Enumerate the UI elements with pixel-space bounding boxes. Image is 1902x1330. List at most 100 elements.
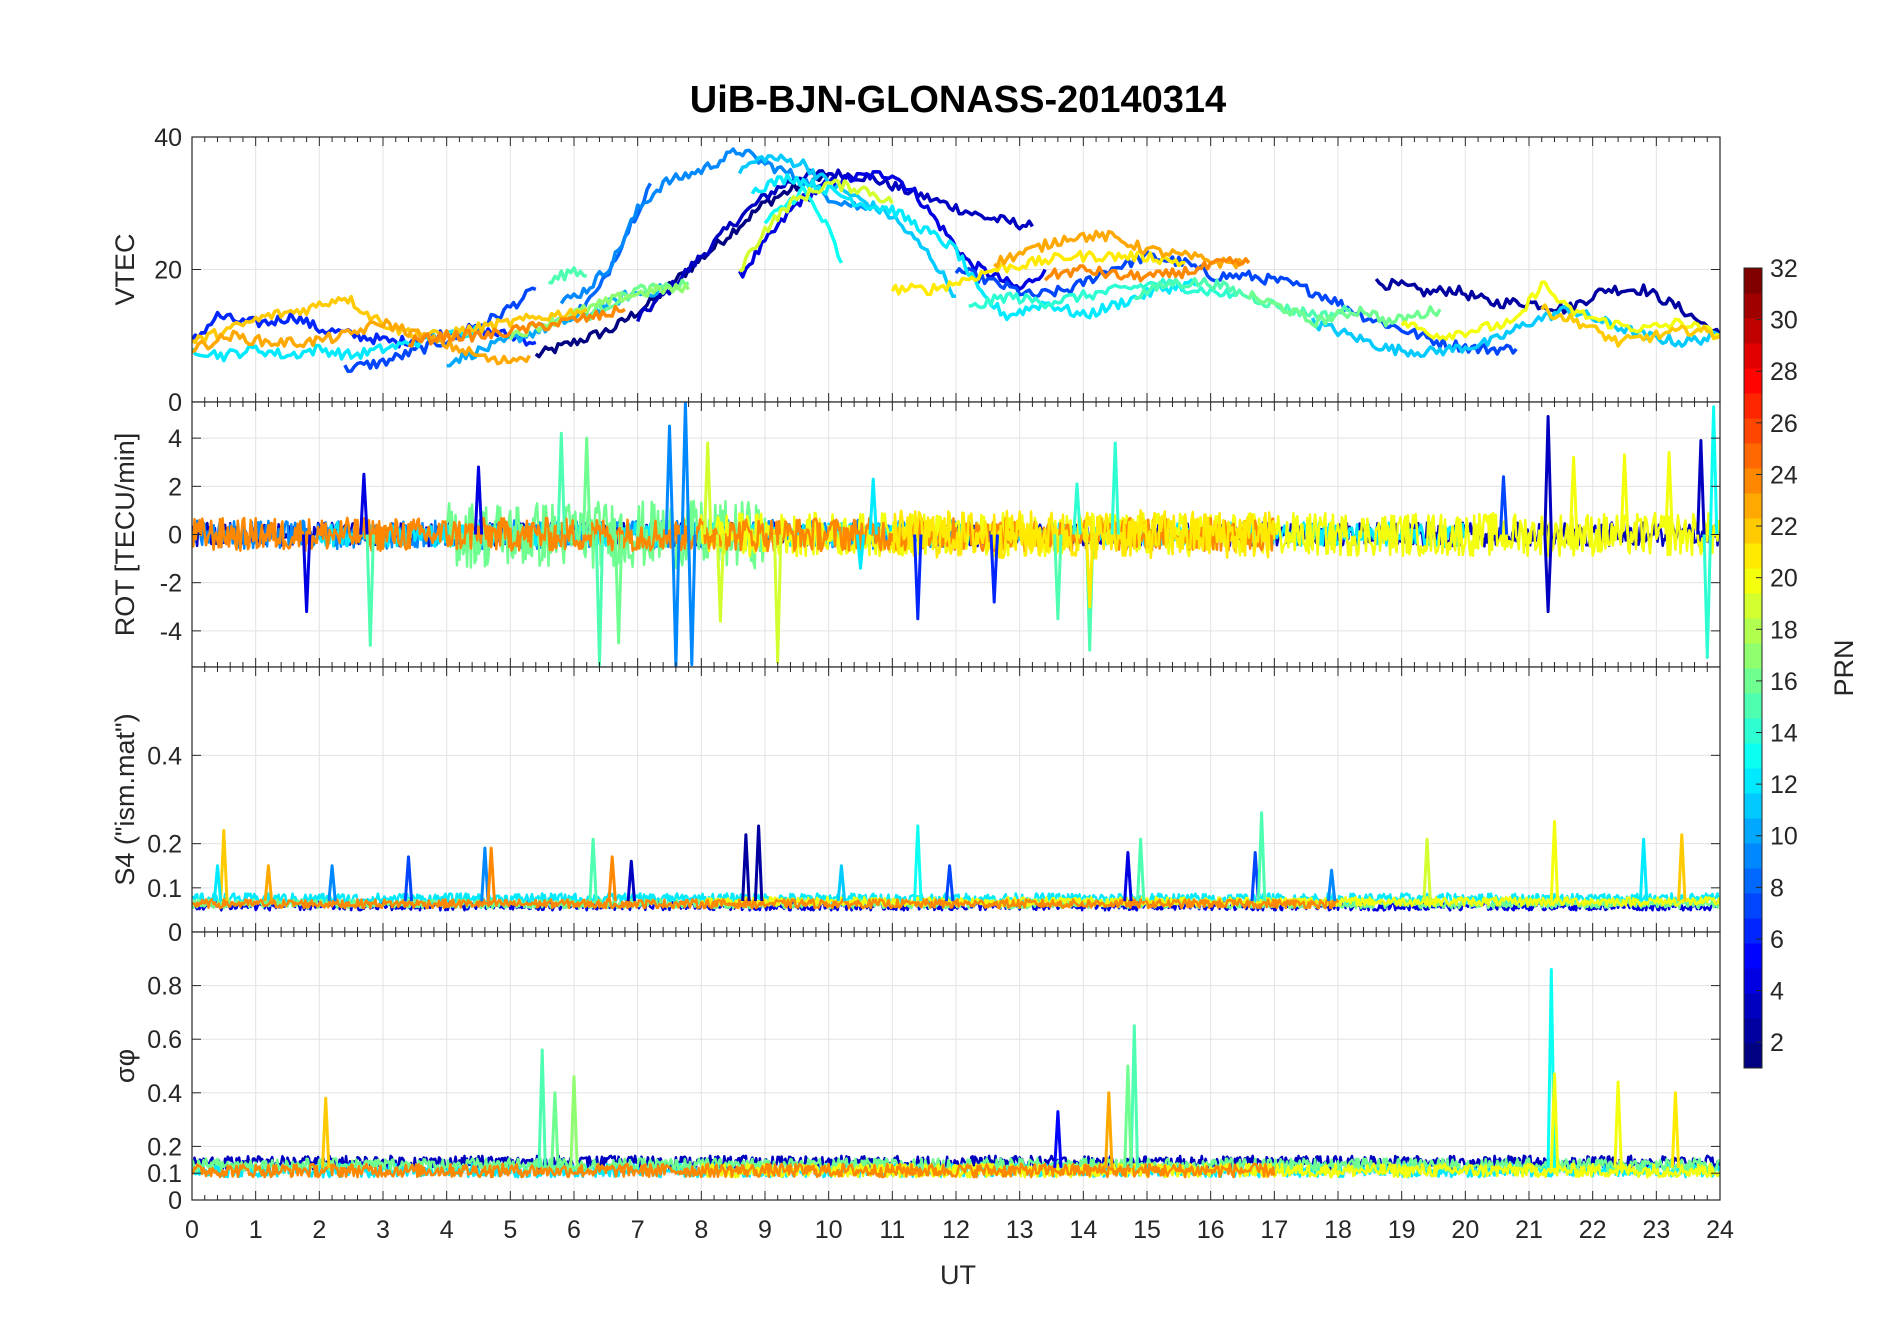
colorbar-segment bbox=[1744, 518, 1762, 544]
x-tick-label: 21 bbox=[1515, 1216, 1543, 1244]
y-tick-label: 0 bbox=[168, 919, 182, 947]
colorbar-tick-label: 26 bbox=[1770, 410, 1798, 438]
sigma-spike-prn-15 bbox=[537, 1048, 547, 1168]
rot-spike-prn-3 bbox=[1543, 415, 1553, 535]
x-tick-label: 22 bbox=[1579, 1216, 1607, 1244]
sigma-spike-prn-15 bbox=[1129, 1024, 1139, 1168]
colorbar-segment bbox=[1744, 843, 1762, 869]
vtec-series-prn-17 bbox=[508, 282, 691, 341]
rot-spike-prn-6 bbox=[913, 534, 923, 621]
vtec-series-prn-3 bbox=[636, 168, 1034, 323]
x-tick-label: 7 bbox=[631, 1216, 645, 1244]
x-tick-label: 4 bbox=[440, 1216, 454, 1244]
y-tick-label: 2 bbox=[168, 473, 182, 501]
rot-spike-prn-15 bbox=[365, 534, 375, 647]
colorbar-segment bbox=[1744, 918, 1762, 944]
colorbar-segment bbox=[1744, 868, 1762, 894]
panel-sigma: 00.10.2 0.4 0.6 0.8 σφ bbox=[110, 931, 1721, 1215]
x-tick-label: 17 bbox=[1260, 1216, 1288, 1244]
rot-spike-prn-9 bbox=[664, 424, 675, 535]
y-tick-label: 0.2 bbox=[147, 1133, 182, 1161]
vtec-series-prn-7 bbox=[954, 249, 1518, 356]
data-layer bbox=[192, 402, 1720, 667]
colorbar-segment bbox=[1744, 893, 1762, 919]
rot-spike-prn-9 bbox=[687, 534, 697, 667]
y-tick-label: 0.2 bbox=[147, 831, 182, 859]
data-layer bbox=[192, 968, 1720, 1179]
x-tick-label: 5 bbox=[503, 1216, 517, 1244]
colorbar-tick-label: 30 bbox=[1770, 307, 1798, 335]
y-tick-label: -4 bbox=[160, 618, 182, 646]
x-tick-label: 3 bbox=[376, 1216, 390, 1244]
y-axis-label: VTEC bbox=[110, 233, 140, 305]
rot-trace-prn-21 bbox=[891, 509, 1276, 560]
colorbar-segment bbox=[1744, 618, 1762, 644]
y-tick-label: 4 bbox=[168, 425, 182, 453]
x-tick-label: 13 bbox=[1006, 1216, 1034, 1244]
s4-spike-prn-24 bbox=[486, 846, 496, 902]
colorbar-segment bbox=[1744, 693, 1762, 719]
s4-spike-prn-22 bbox=[219, 828, 229, 902]
sigma-spike-prn-16 bbox=[550, 1091, 560, 1168]
s4-spike-prn-3 bbox=[626, 859, 636, 902]
colorbar-segment bbox=[1744, 993, 1762, 1019]
s4-spike-prn-12 bbox=[212, 864, 223, 902]
colorbar-tick-label: 32 bbox=[1770, 255, 1798, 283]
rot-spike-prn-19 bbox=[703, 441, 713, 535]
rot-spike-prn-4 bbox=[359, 472, 369, 535]
s4-spike-prn-15 bbox=[1136, 837, 1146, 902]
rot-spike-prn-20 bbox=[1568, 455, 1579, 535]
sigma-trace-prn-24 bbox=[192, 1162, 1276, 1179]
sigma-spike-prn-17 bbox=[569, 1075, 579, 1168]
x-tick-label: 14 bbox=[1069, 1216, 1097, 1244]
colorbar-tick-label: 14 bbox=[1770, 720, 1798, 748]
rot-spike-prn-14 bbox=[1702, 534, 1712, 659]
colorbar-tick-label: 18 bbox=[1770, 616, 1798, 644]
vtec-series-prn-16 bbox=[1247, 290, 1442, 329]
y-tick-label: 0 bbox=[168, 1187, 182, 1215]
rot-spike-prn-9 bbox=[680, 402, 691, 535]
vtec-series-prn-4 bbox=[737, 169, 1047, 291]
rot-spike-prn-3 bbox=[1543, 534, 1553, 614]
rot-spike-prn-15 bbox=[556, 431, 566, 535]
colorbar-tick-label: 24 bbox=[1770, 461, 1798, 489]
chart-title: UiB-BJN-GLONASS-20140314 bbox=[690, 79, 1226, 121]
y-tick-label: 0.4 bbox=[147, 1080, 182, 1108]
rot-spike-prn-12 bbox=[868, 477, 878, 535]
colorbar-segment bbox=[1744, 318, 1762, 344]
x-tick-label: 23 bbox=[1642, 1216, 1670, 1244]
y-axis-label: σφ bbox=[110, 1049, 140, 1083]
vtec-series-prn-7 bbox=[343, 286, 537, 373]
colorbar-segment bbox=[1744, 643, 1762, 669]
colorbar-segment bbox=[1744, 793, 1762, 819]
s4-spike-prn-11 bbox=[836, 864, 847, 902]
s4-spike-prn-2 bbox=[753, 824, 764, 902]
s4-spike-prn-19 bbox=[1422, 837, 1432, 902]
x-tick-label: 11 bbox=[879, 1216, 905, 1244]
colorbar-segment bbox=[1744, 268, 1762, 294]
vtec-series-prn-22 bbox=[1540, 303, 1720, 348]
vtec-series-prn-15 bbox=[1133, 276, 1352, 322]
colorbar-segment bbox=[1744, 718, 1762, 744]
colorbar-segment bbox=[1744, 743, 1762, 769]
sigma-spike-prn-20 bbox=[1613, 1080, 1623, 1168]
rot-spike-prn-20 bbox=[1664, 451, 1674, 535]
colorbar-tick-label: 12 bbox=[1770, 771, 1798, 799]
s4-spike-prn-23 bbox=[263, 864, 274, 902]
s4-spike-prn-9 bbox=[480, 846, 490, 902]
sigma-spike-prn-16 bbox=[1123, 1064, 1133, 1168]
colorbar-segment bbox=[1744, 1018, 1762, 1044]
sigma-spike-prn-22 bbox=[321, 1096, 331, 1168]
x-tick-label: 10 bbox=[815, 1216, 843, 1244]
y-axis-label: S4 ("ism.mat") bbox=[110, 713, 140, 885]
colorbar-segment bbox=[1744, 418, 1762, 444]
s4-spike-prn-7 bbox=[403, 855, 414, 902]
s4-spike-prn-9 bbox=[1326, 868, 1337, 902]
s4-spike-prn-15 bbox=[588, 837, 598, 902]
colorbar-frame bbox=[1743, 267, 1763, 1069]
data-layer bbox=[192, 811, 1720, 912]
panel-rot: -4 -2 0 2 4 ROT [TECU/min] bbox=[110, 401, 1721, 668]
s4-spike-prn-20 bbox=[1549, 820, 1560, 902]
s4-spike-prn-9 bbox=[327, 864, 337, 902]
